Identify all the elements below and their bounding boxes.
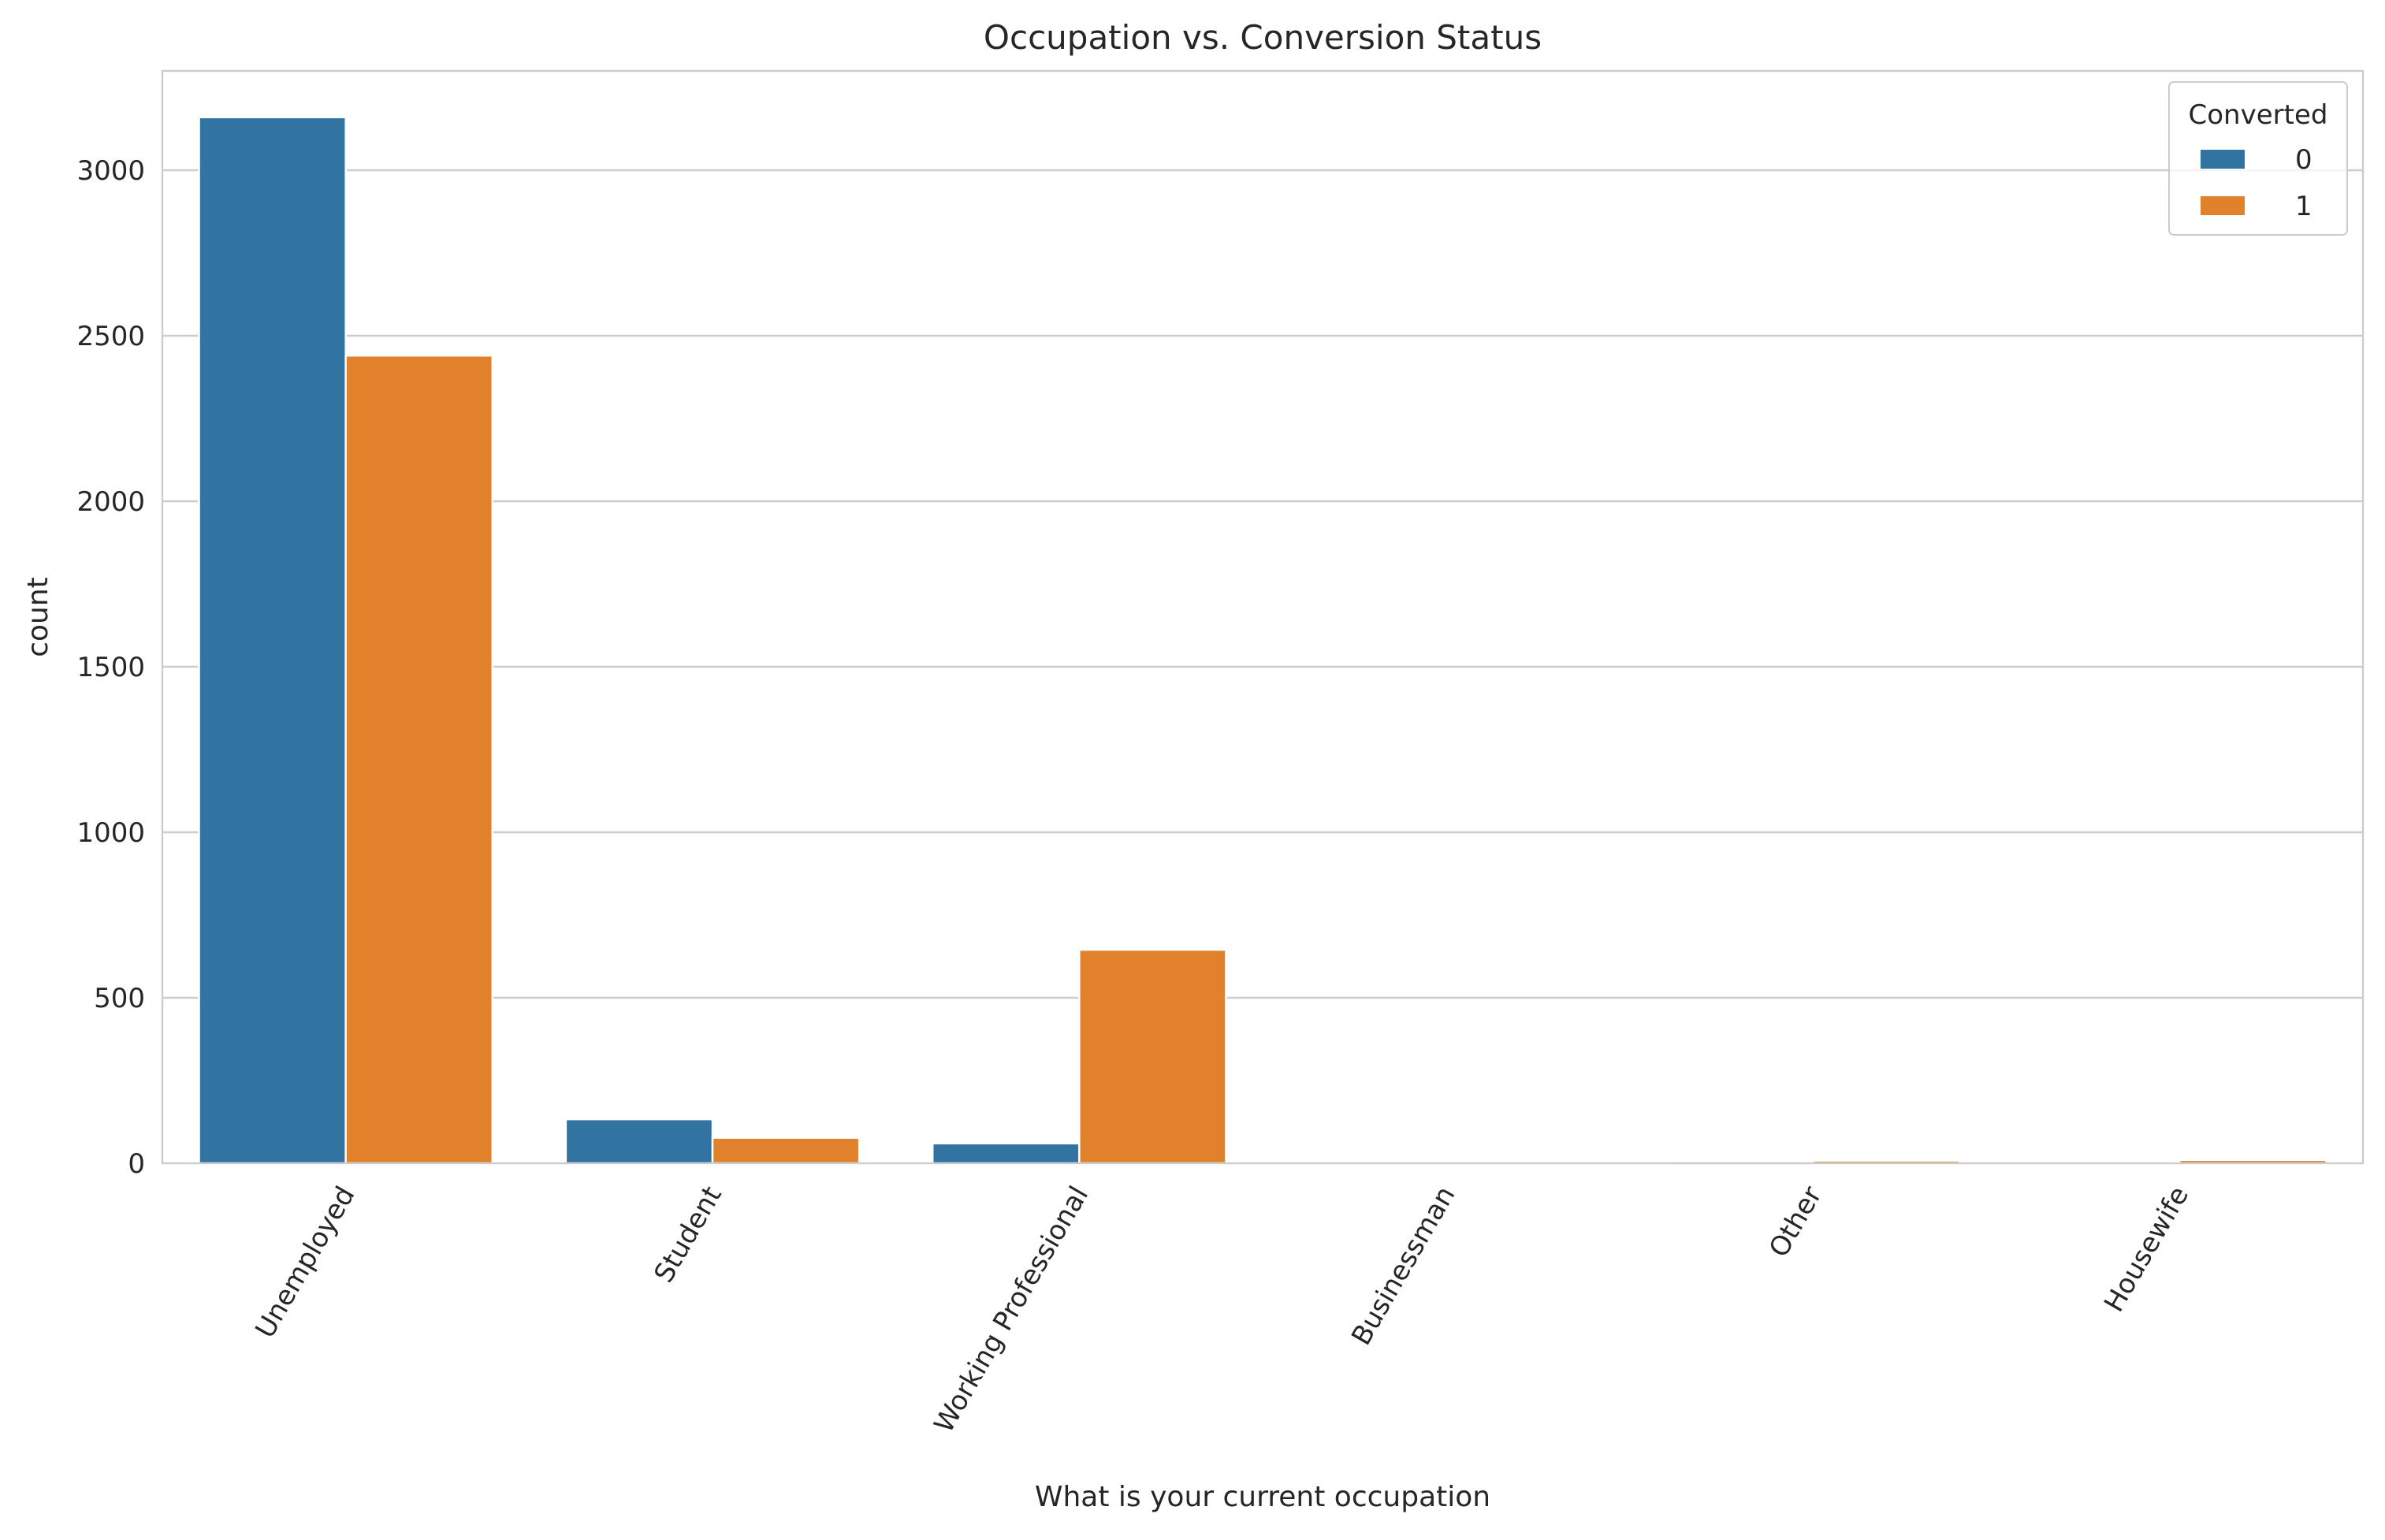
legend-items: 01: [2201, 144, 2312, 222]
legend-swatch: [2201, 150, 2245, 169]
legend-label: 0: [2295, 144, 2312, 176]
legend: Converted 01: [2168, 81, 2348, 236]
x-tick-label: Housewife: [2098, 1181, 2195, 1318]
bar-unemployed-series-1: [344, 354, 494, 1165]
bar-student-series-0: [564, 1118, 714, 1165]
y-axis-label: count: [22, 577, 54, 657]
legend-title: Converted: [2189, 99, 2328, 131]
bar-student-series-1: [711, 1136, 861, 1165]
bar-unemployed-series-0: [198, 116, 347, 1165]
x-tick-labels: Unemployed Student Working Professional Bus…: [249, 1181, 2195, 1438]
y-tick-label: 1500: [76, 652, 145, 683]
y-tick-label: 2500: [76, 321, 145, 352]
bar-working-professional-series-0: [931, 1142, 1081, 1165]
chart-title: Occupation vs. Conversion Status: [984, 18, 1542, 57]
x-tick-label: Unemployed: [249, 1181, 361, 1344]
x-tick-label: Other: [1763, 1181, 1829, 1263]
y-tick-label: 500: [94, 983, 145, 1014]
plot-frame: [161, 69, 2365, 1165]
y-tick-labels: 0 500 1000 1500 2000 2500 3000: [76, 155, 145, 1180]
bars: [198, 116, 2327, 1165]
bar-working-professional-series-1: [1078, 948, 1227, 1165]
legend-label: 1: [2295, 191, 2312, 222]
x-tick-label: Working Professional: [928, 1181, 1096, 1438]
x-tick-label: Student: [648, 1181, 728, 1289]
y-tick-label: 2000: [76, 486, 145, 518]
grid-lines: [162, 169, 2363, 999]
legend-swatch: [2201, 196, 2245, 215]
x-axis-label: What is your current occupation: [1035, 1481, 1490, 1513]
y-tick-label: 0: [128, 1148, 145, 1180]
y-tick-label: 1000: [76, 817, 145, 849]
x-tick-label: Businessman: [1345, 1181, 1461, 1351]
y-tick-label: 3000: [76, 155, 145, 187]
